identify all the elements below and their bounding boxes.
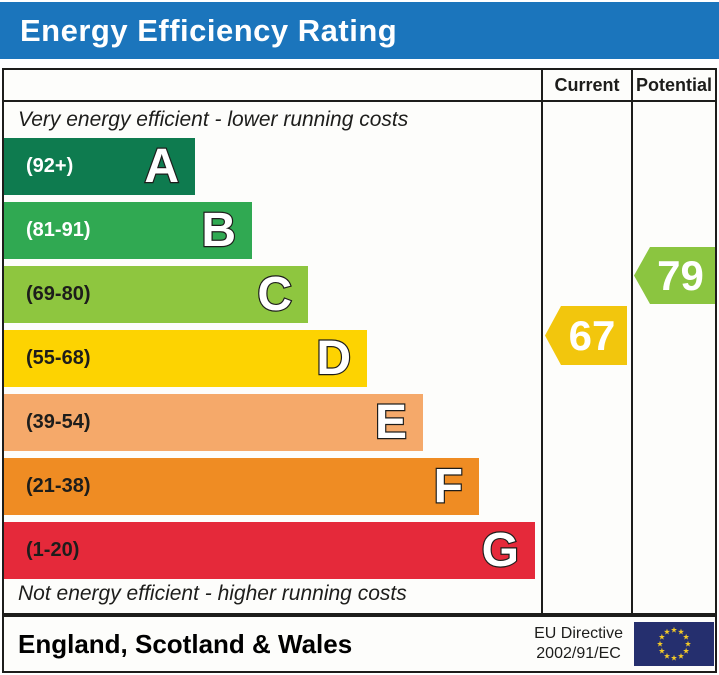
- band-bar-b: (81-91) B: [4, 202, 252, 259]
- band-range-label-c: (69-80): [26, 283, 91, 305]
- eu-directive-label: EU Directive 2002/91/EC: [534, 624, 623, 664]
- band-range-label-g: (1-20): [26, 539, 80, 561]
- band-letter-a: A: [143, 139, 180, 193]
- band-row-b: (81-91) B: [4, 202, 541, 266]
- current-column-header: Current: [554, 74, 620, 95]
- band-bar-c: (69-80) C: [4, 266, 308, 323]
- band-range-label-f: (21-38): [26, 475, 91, 497]
- band-letter-b: B: [200, 203, 237, 257]
- band-range-label-b: (81-91): [26, 219, 91, 241]
- eu-flag-icon: [634, 622, 714, 666]
- current-rating-tag: 67: [545, 306, 627, 365]
- caption-very-efficient: Very energy efficient - lower running co…: [18, 108, 409, 131]
- band-letter-d: D: [315, 331, 352, 385]
- band-row-e: (39-54) E: [4, 394, 541, 458]
- potential-column-divider: [631, 70, 633, 613]
- eu-directive-line2: 2002/91/EC: [536, 645, 621, 662]
- band-row-c: (69-80) C: [4, 266, 541, 330]
- band-bar-d: (55-68) D: [4, 330, 367, 387]
- band-letter-c: C: [256, 267, 293, 321]
- current-column-divider: [541, 70, 543, 613]
- band-letter-e: E: [374, 395, 408, 449]
- band-range-label-d: (55-68): [26, 347, 91, 369]
- band-range-label-e: (39-54): [26, 411, 91, 433]
- band-letter-g: G: [480, 523, 520, 577]
- band-row-a: (92+) A: [4, 138, 541, 202]
- potential-rating-value: 79: [657, 251, 704, 299]
- region-label: England, Scotland & Wales: [18, 628, 353, 659]
- potential-column-header: Potential: [635, 74, 712, 95]
- eu-directive-line1: EU Directive: [534, 625, 623, 642]
- epc-rating-table: Current Potential Very energy efficient …: [2, 68, 717, 615]
- band-row-d: (55-68) D: [4, 330, 541, 394]
- band-bar-e: (39-54) E: [4, 394, 423, 451]
- band-letter-f: F: [432, 459, 464, 513]
- column-header-rule: [4, 100, 715, 102]
- page-title: Energy Efficiency Rating: [20, 12, 398, 48]
- band-range-label-a: (92+): [26, 155, 74, 177]
- title-banner: Energy Efficiency Rating: [0, 2, 719, 59]
- band-row-f: (21-38) F: [4, 458, 541, 522]
- band-bar-f: (21-38) F: [4, 458, 479, 515]
- caption-not-efficient: Not energy efficient - higher running co…: [18, 582, 407, 605]
- potential-rating-tag: 79: [634, 247, 715, 304]
- current-rating-value: 67: [568, 311, 616, 359]
- footer-bar: England, Scotland & Wales EU Directive 2…: [2, 615, 717, 673]
- band-bar-g: (1-20) G: [4, 522, 535, 579]
- bands-container: (92+) A (81-91) B (69-80) C (55-68) D (39-54) E (2…: [4, 138, 541, 586]
- band-row-g: (1-20) G: [4, 522, 541, 586]
- band-bar-a: (92+) A: [4, 138, 195, 195]
